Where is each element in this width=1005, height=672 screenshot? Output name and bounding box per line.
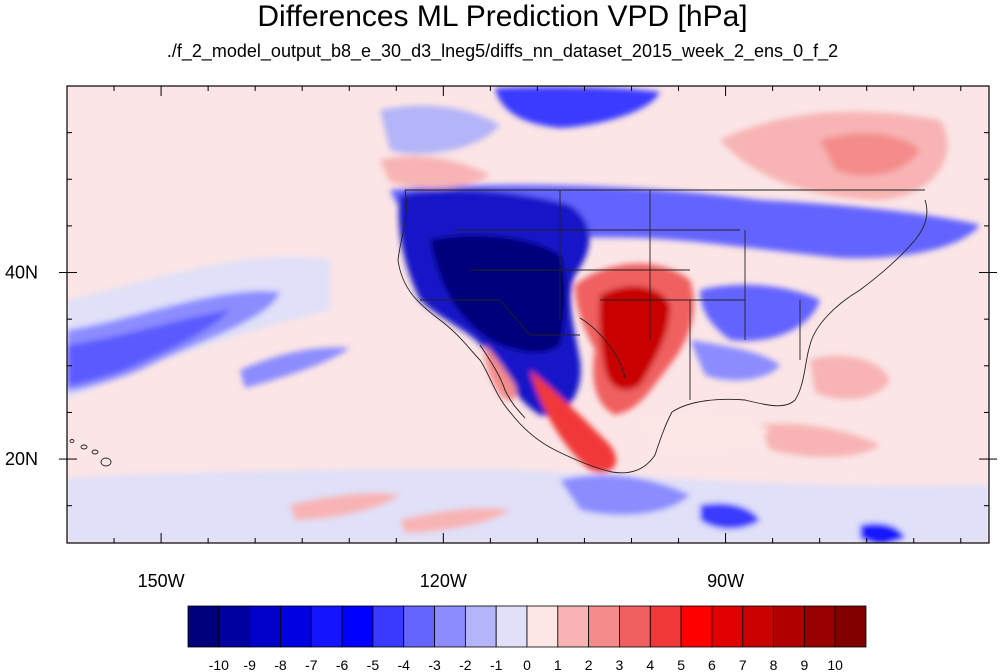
colorbar-swatch <box>495 605 528 648</box>
colorbar-label: 10 <box>827 657 843 672</box>
colorbar-label: -6 <box>336 657 349 672</box>
colorbar-label: -2 <box>459 657 472 672</box>
latitude-ticks: 40N 20N <box>5 132 997 507</box>
north-blue-patch <box>495 86 660 128</box>
colorbar-swatch <box>773 605 805 648</box>
colorbar-label: 8 <box>770 657 778 672</box>
map-subtitle: ./f_2_model_output_b8_e_30_d3_lneg5/diff… <box>166 41 839 61</box>
tropical-pink-streak-2 <box>400 508 510 533</box>
colorbar-swatch <box>403 605 435 648</box>
colorbar-swatch <box>434 605 466 648</box>
lon-tick-label: 150W <box>138 571 185 591</box>
caribbean-red-patch <box>760 423 880 457</box>
colorbar-swatch <box>249 605 281 648</box>
colorbar-swatch <box>588 605 620 648</box>
coastline-outlines <box>397 189 928 474</box>
colorbar-swatch <box>649 605 682 648</box>
colorbar-label: 2 <box>585 657 593 672</box>
central-america-blue <box>560 475 690 515</box>
lon-tick-label: 120W <box>420 571 467 591</box>
western-us-navy-core <box>430 235 566 353</box>
colorbar: -10 -9 -8 -7 -6 -5 -4 -3 -2 -1 0 1 2 3 4 5 6 7 8 9 10 <box>187 605 867 672</box>
colorbar-label: -4 <box>398 657 411 672</box>
atlantic-red-patch <box>810 355 890 400</box>
colorbar-swatch <box>218 605 251 648</box>
pacific-blue-streak <box>240 347 350 388</box>
lat-tick-label: 40N <box>5 263 38 283</box>
eastern-us-blue <box>700 284 820 341</box>
atlantic-blue-spot <box>860 523 905 543</box>
colorbar-label: 0 <box>523 657 531 672</box>
pacific-blue-spot <box>700 503 760 529</box>
colorbar-label: 4 <box>646 657 654 672</box>
colorbar-swatch <box>742 605 774 648</box>
colorbar-swatch <box>372 605 405 648</box>
colorbar-swatch <box>526 605 559 648</box>
southern-plains-red-core <box>599 286 670 390</box>
southeast-blue <box>690 340 780 381</box>
colorbar-label: -7 <box>305 657 318 672</box>
tropical-pink-streak <box>290 493 400 520</box>
north-light-blue <box>380 105 500 154</box>
map-plot-area <box>67 86 989 543</box>
gulf-california-red <box>484 345 517 401</box>
colorbar-label: -10 <box>209 657 229 672</box>
canada-pink-patch <box>380 155 490 189</box>
colorbar-label: -3 <box>428 657 441 672</box>
colorbar-swatch <box>310 605 343 648</box>
colorbar-label: 9 <box>800 657 808 672</box>
gulf-light-red <box>640 414 770 452</box>
map-frame <box>66 85 990 544</box>
colorbar-swatch <box>280 605 312 648</box>
colorbar-label: 6 <box>708 657 716 672</box>
hudson-red-core <box>820 133 920 176</box>
colorbar-label: 5 <box>677 657 685 672</box>
colorbar-swatch <box>341 605 374 648</box>
colorbar-label: 1 <box>554 657 562 672</box>
colorbar-label: -9 <box>243 657 256 672</box>
colorbar-swatch <box>557 605 590 648</box>
pacific-deeper-blue-band <box>67 310 230 386</box>
colorbar-swatch <box>834 605 867 648</box>
colorbar-label: -5 <box>367 657 380 672</box>
colorbar-label: -1 <box>490 657 503 672</box>
colorbar-swatch <box>464 605 497 648</box>
colorbar-label: 7 <box>739 657 747 672</box>
hawaii-islands <box>69 439 112 467</box>
lat-tick-label: 20N <box>5 449 38 469</box>
mexico-red-streak <box>530 370 617 473</box>
colorbar-swatch <box>711 605 744 648</box>
lon-tick-label: 90W <box>707 571 744 591</box>
colorbar-label: -8 <box>274 657 287 672</box>
colorbar-label: 3 <box>616 657 624 672</box>
colorbar-swatch <box>803 605 836 648</box>
longitude-ticks: 150W 120W 90W <box>113 86 962 591</box>
colorbar-swatch <box>619 605 651 648</box>
map-title: Differences ML Prediction VPD [hPa] <box>257 0 748 33</box>
tropical-blue-belt <box>67 469 989 543</box>
colorbar-swatch <box>187 605 220 648</box>
colorbar-swatch <box>680 605 713 648</box>
